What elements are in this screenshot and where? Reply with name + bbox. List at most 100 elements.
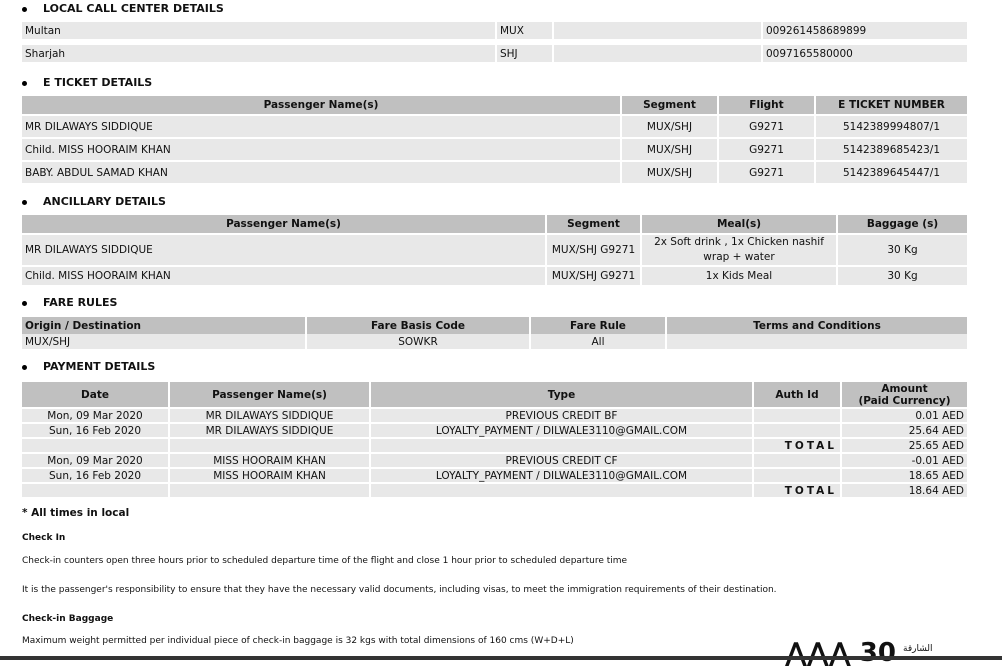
origin-destination: MUX/SHJ	[22, 334, 305, 349]
segment: MUX/SHJ	[622, 137, 717, 160]
blank	[554, 45, 761, 62]
call-center-table: Multan MUX 009261458689899 Sharjah SHJ 00971…	[20, 16, 969, 68]
auth-id	[754, 467, 840, 482]
table-row: Child. MISS HOORAIM KHAN MUX/SHJ G9271 1x …	[22, 265, 967, 285]
date: Sun, 16 Feb 2020	[22, 467, 168, 482]
section-call-center: LOCAL CALL CENTER DETAILS	[22, 2, 224, 15]
table-row: Mon, 09 Mar 2020 MISS HOORAIM KHAN PREVIOU…	[22, 452, 967, 467]
amount: 18.65 AED	[842, 467, 967, 482]
passenger: MR DILAWAYS SIDDIQUE	[170, 422, 369, 437]
col-header: Origin / Destination	[22, 317, 305, 334]
amount: 18.64 AED	[842, 482, 967, 497]
table-row: Multan MUX 009261458689899	[22, 22, 967, 39]
auth-id	[754, 422, 840, 437]
phone: 009261458689899	[763, 22, 967, 39]
passenger: Child. MISS HOORAIM KHAN	[22, 137, 620, 160]
passenger: MISS HOORAIM KHAN	[170, 467, 369, 482]
ticket-number: 5142389685423/1	[816, 137, 967, 160]
col-header: Auth Id	[754, 382, 840, 407]
ancillary-table: Passenger Name(s) Segment Meal(s) Baggage (…	[20, 215, 969, 285]
flight: G9271	[719, 137, 814, 160]
col-header: Fare Basis Code	[307, 317, 529, 334]
total-row: TOTAL 18.64 AED	[22, 482, 967, 497]
code: MUX	[497, 22, 552, 39]
passenger: MISS HOORAIM KHAN	[170, 452, 369, 467]
type: LOYALTY_PAYMENT / DILWALE3110@GMAIL.COM	[371, 467, 752, 482]
type	[371, 437, 752, 452]
date	[22, 482, 168, 497]
col-header: Baggage (s)	[838, 215, 967, 233]
table-row: Child. MISS HOORAIM KHAN MUX/SHJ G9271 5142…	[22, 137, 967, 160]
baggage-text: Maximum weight permitted per individual …	[22, 636, 574, 646]
terms	[667, 334, 967, 349]
section-title: E TICKET DETAILS	[43, 76, 153, 89]
table-row: MUX/SHJ SOWKR All	[22, 334, 967, 349]
table-row: Sun, 16 Feb 2020 MR DILAWAYS SIDDIQUE LOYA…	[22, 422, 967, 437]
col-header-amount: Amount (Paid Currency)	[842, 382, 967, 407]
city: Sharjah	[22, 45, 495, 62]
passenger	[170, 437, 369, 452]
col-header: Segment	[622, 96, 717, 114]
col-header: Date	[22, 382, 168, 407]
type	[371, 482, 752, 497]
flight: G9271	[719, 160, 814, 183]
phone: 0097165580000	[763, 45, 967, 62]
fare-table: Origin / Destination Fare Basis Code Fare …	[20, 317, 969, 349]
amount: 0.01 AED	[842, 407, 967, 422]
code: SHJ	[497, 45, 552, 62]
meals: 1x Kids Meal	[642, 265, 836, 285]
segment: MUX/SHJ	[622, 114, 717, 137]
eticket-table: Passenger Name(s) Segment Flight E TICKET N…	[20, 96, 969, 183]
segment: MUX/SHJ G9271	[547, 233, 640, 265]
section-title: PAYMENT DETAILS	[43, 360, 156, 373]
table-row: BABY. ABDUL SAMAD KHAN MUX/SHJ G9271 514238…	[22, 160, 967, 183]
type: PREVIOUS CREDIT BF	[371, 407, 752, 422]
col-header: Type	[371, 382, 752, 407]
fare-rule: All	[531, 334, 665, 349]
col-header: Passenger Name(s)	[170, 382, 369, 407]
col-header: E TICKET NUMBER	[816, 96, 967, 114]
payment-table: Date Passenger Name(s) Type Auth Id Amount (P…	[20, 382, 969, 497]
flight: G9271	[719, 114, 814, 137]
section-payment: PAYMENT DETAILS	[22, 360, 155, 373]
auth-id	[754, 407, 840, 422]
date: Mon, 09 Mar 2020	[22, 452, 168, 467]
section-title: FARE RULES	[43, 296, 118, 309]
footer-bar	[0, 656, 1002, 660]
fare-basis: SOWKR	[307, 334, 529, 349]
passenger: MR DILAWAYS SIDDIQUE	[170, 407, 369, 422]
baggage: 30 Kg	[838, 233, 967, 265]
times-note: * All times in local	[22, 507, 130, 519]
auth-id	[754, 452, 840, 467]
segment: MUX/SHJ	[622, 160, 717, 183]
date	[22, 437, 168, 452]
amount: -0.01 AED	[842, 452, 967, 467]
total-row: TOTAL 25.65 AED	[22, 437, 967, 452]
table-row: Sharjah SHJ 0097165580000	[22, 45, 967, 62]
date: Mon, 09 Mar 2020	[22, 407, 168, 422]
passenger: MR DILAWAYS SIDDIQUE	[22, 114, 620, 137]
table-row: MR DILAWAYS SIDDIQUE MUX/SHJ G9271 2x Soft…	[22, 233, 967, 265]
checkin-text: Check-in counters open three hours prior…	[22, 556, 628, 566]
type: LOYALTY_PAYMENT / DILWALE3110@GMAIL.COM	[371, 422, 752, 437]
type: PREVIOUS CREDIT CF	[371, 452, 752, 467]
section-ancillary: ANCILLARY DETAILS	[22, 195, 166, 208]
logo-arabic-text: الشارقة	[903, 644, 933, 654]
col-header: Fare Rule	[531, 317, 665, 334]
col-header: Flight	[719, 96, 814, 114]
col-header: Segment	[547, 215, 640, 233]
baggage: 30 Kg	[838, 265, 967, 285]
sharjah-30-logo: ⋀⋀⋀ 30	[785, 638, 896, 668]
col-header: Passenger Name(s)	[22, 96, 620, 114]
ticket-number: 5142389994807/1	[816, 114, 967, 137]
auth-id: TOTAL	[754, 482, 840, 497]
amount: 25.64 AED	[842, 422, 967, 437]
col-header: Passenger Name(s)	[22, 215, 545, 233]
amount-label: Amount	[881, 382, 928, 395]
baggage-title: Check-in Baggage	[22, 614, 114, 624]
section-title: LOCAL CALL CENTER DETAILS	[43, 2, 224, 15]
section-eticket: E TICKET DETAILS	[22, 76, 152, 89]
table-row: MR DILAWAYS SIDDIQUE MUX/SHJ G9271 51423899…	[22, 114, 967, 137]
table-row: Mon, 09 Mar 2020 MR DILAWAYS SIDDIQUE PREV…	[22, 407, 967, 422]
city: Multan	[22, 22, 495, 39]
